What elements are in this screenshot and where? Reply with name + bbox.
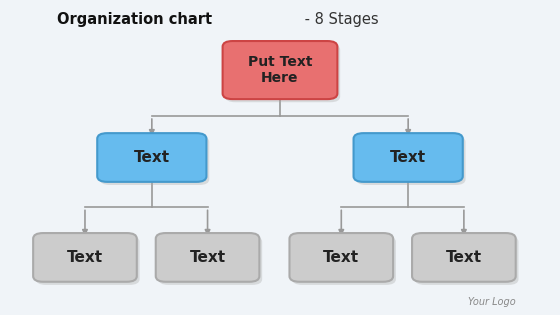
Text: Text: Text	[390, 150, 426, 165]
Text: Your Logo: Your Logo	[468, 297, 516, 307]
FancyBboxPatch shape	[225, 44, 340, 102]
FancyBboxPatch shape	[223, 41, 337, 99]
FancyBboxPatch shape	[158, 236, 262, 285]
Text: Text: Text	[134, 150, 170, 165]
Text: Text: Text	[446, 250, 482, 265]
FancyBboxPatch shape	[292, 236, 396, 285]
FancyBboxPatch shape	[100, 136, 209, 185]
Text: Text: Text	[323, 250, 360, 265]
Text: Put Text
Here: Put Text Here	[248, 55, 312, 85]
Text: Text: Text	[189, 250, 226, 265]
Text: - 8 Stages: - 8 Stages	[300, 12, 378, 27]
FancyBboxPatch shape	[412, 233, 516, 282]
FancyBboxPatch shape	[33, 233, 137, 282]
FancyBboxPatch shape	[36, 236, 139, 285]
FancyBboxPatch shape	[290, 233, 393, 282]
FancyBboxPatch shape	[356, 136, 465, 185]
FancyBboxPatch shape	[353, 133, 463, 182]
Text: Organization chart: Organization chart	[57, 12, 212, 27]
FancyBboxPatch shape	[156, 233, 259, 282]
FancyBboxPatch shape	[97, 133, 207, 182]
Text: Text: Text	[67, 250, 103, 265]
FancyBboxPatch shape	[415, 236, 519, 285]
